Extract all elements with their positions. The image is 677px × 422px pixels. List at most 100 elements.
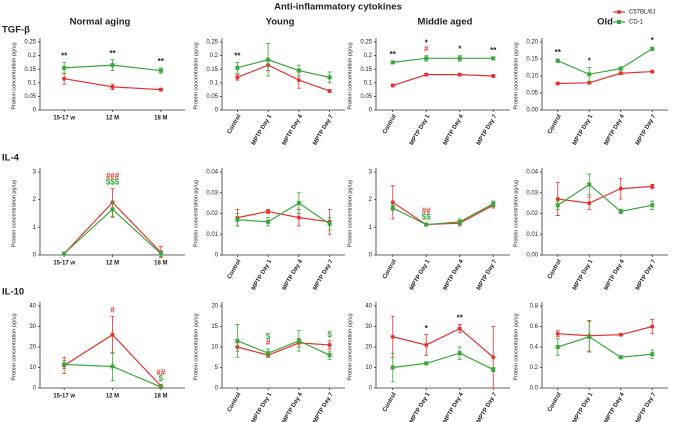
y-axis-label: Protein concentration pg/ug <box>11 313 17 380</box>
annotation: * <box>425 324 429 333</box>
x-tick-label: 12 M <box>106 261 119 267</box>
y-tick-label: 0.10 <box>526 74 538 80</box>
marker <box>62 251 67 256</box>
marker <box>555 345 560 349</box>
marker <box>327 342 332 347</box>
x-tick-label: 12 M <box>106 394 119 400</box>
column-header: Middle aged <box>418 17 473 28</box>
series-line <box>237 210 330 223</box>
y-tick-label: 0.8 <box>530 304 539 310</box>
marker <box>266 219 271 224</box>
x-tick-label: MPTP Day 4 <box>604 391 627 422</box>
marker <box>650 352 655 357</box>
annotation: ** <box>158 57 165 66</box>
marker <box>457 72 462 77</box>
series-line <box>237 202 330 225</box>
x-tick-label: MPTP Day 7 <box>476 113 499 146</box>
x-tick-label: MPTP Day 4 <box>604 258 627 291</box>
y-tick-label: 0.05 <box>360 94 372 100</box>
x-tick-label: Control <box>227 392 243 414</box>
y-tick-label: 0.2 <box>28 53 37 59</box>
y-tick-label: 0.02 <box>206 211 218 217</box>
y-tick-label: 1 <box>33 225 37 231</box>
marker <box>327 75 332 80</box>
marker <box>555 331 560 336</box>
y-tick-label: 0.03 <box>206 190 218 196</box>
y-tick-label: 0.2 <box>530 365 539 371</box>
y-tick-label: 0 <box>369 108 373 114</box>
marker <box>555 196 560 201</box>
annotation: $ <box>327 330 332 339</box>
annotation: * <box>425 39 429 48</box>
y-tick-label: 0.2 <box>210 53 219 59</box>
marker <box>555 58 560 63</box>
x-tick-label: MPTP Day 1 <box>251 113 274 146</box>
column-header: Young <box>266 17 295 28</box>
x-tick-label: MPTP Day 4 <box>282 113 305 146</box>
y-axis-label: Protein concentration pg/ug <box>11 180 17 247</box>
y-tick-label: 40 <box>29 304 36 310</box>
marker <box>62 65 67 70</box>
marker <box>235 338 240 343</box>
marker <box>555 81 560 86</box>
marker <box>491 74 496 78</box>
y-tick-label: 20 <box>365 345 372 351</box>
x-tick-label: 15-17 w <box>53 394 75 400</box>
legend-marker <box>617 20 621 24</box>
column-header: Normal aging <box>70 17 131 28</box>
y-tick-label: 0.05 <box>206 94 218 100</box>
marker <box>587 80 592 85</box>
x-tick-label: Control <box>547 259 563 281</box>
series-line <box>392 57 494 63</box>
marker <box>587 72 592 77</box>
y-tick-label: 3 <box>369 170 373 176</box>
annotation: $$ <box>422 212 431 221</box>
marker <box>327 88 332 93</box>
annotation: # <box>266 338 271 347</box>
x-tick-label: 18 M <box>154 116 167 122</box>
y-tick-label: 0.05 <box>526 91 538 97</box>
annotation: ** <box>555 48 562 57</box>
marker <box>327 221 332 226</box>
y-tick-label: 0.1 <box>210 80 219 86</box>
y-tick-label: 0.03 <box>526 190 538 196</box>
x-tick-label: Control <box>547 114 563 136</box>
annotation: * <box>651 36 655 45</box>
y-tick-label: 0 <box>33 253 37 259</box>
y-tick-label: 20 <box>211 304 218 310</box>
y-tick-label: 0.15 <box>206 67 218 73</box>
y-axis-label: Protein concentration pg/ug <box>513 42 519 109</box>
marker <box>555 203 560 208</box>
series-line <box>557 325 653 337</box>
x-tick-label: 18 M <box>154 261 167 267</box>
annotation: $ <box>266 332 271 341</box>
x-tick-label: MPTP Day 1 <box>251 258 274 291</box>
marker <box>110 207 115 212</box>
marker <box>457 351 462 356</box>
y-tick-label: 0.15 <box>360 67 372 73</box>
annotation: ## <box>422 206 431 215</box>
x-tick-label: MPTP Day 4 <box>282 258 305 291</box>
y-tick-label: 15 <box>211 324 218 330</box>
marker <box>235 217 240 222</box>
marker <box>457 219 462 224</box>
marker <box>424 222 429 227</box>
series-line <box>557 336 653 358</box>
y-tick-label: 30 <box>29 324 36 330</box>
x-tick-label: Control <box>547 392 563 414</box>
x-tick-label: MPTP Day 1 <box>572 113 595 146</box>
y-tick-label: 0 <box>33 108 37 114</box>
annotation: ## <box>156 368 165 377</box>
marker <box>587 334 592 339</box>
y-axis-label: Protein concentration pg/ug <box>11 42 17 109</box>
y-tick-label: 0.25 <box>206 40 218 46</box>
marker <box>158 87 163 92</box>
marker <box>390 365 395 370</box>
marker <box>491 56 496 61</box>
legend-marker <box>617 10 621 14</box>
y-tick-label: 0.2 <box>364 53 373 59</box>
x-tick-label: MPTP Day 4 <box>443 113 466 146</box>
y-axis-label: Protein concentration pg/ug <box>513 180 519 247</box>
series-line <box>557 48 653 75</box>
